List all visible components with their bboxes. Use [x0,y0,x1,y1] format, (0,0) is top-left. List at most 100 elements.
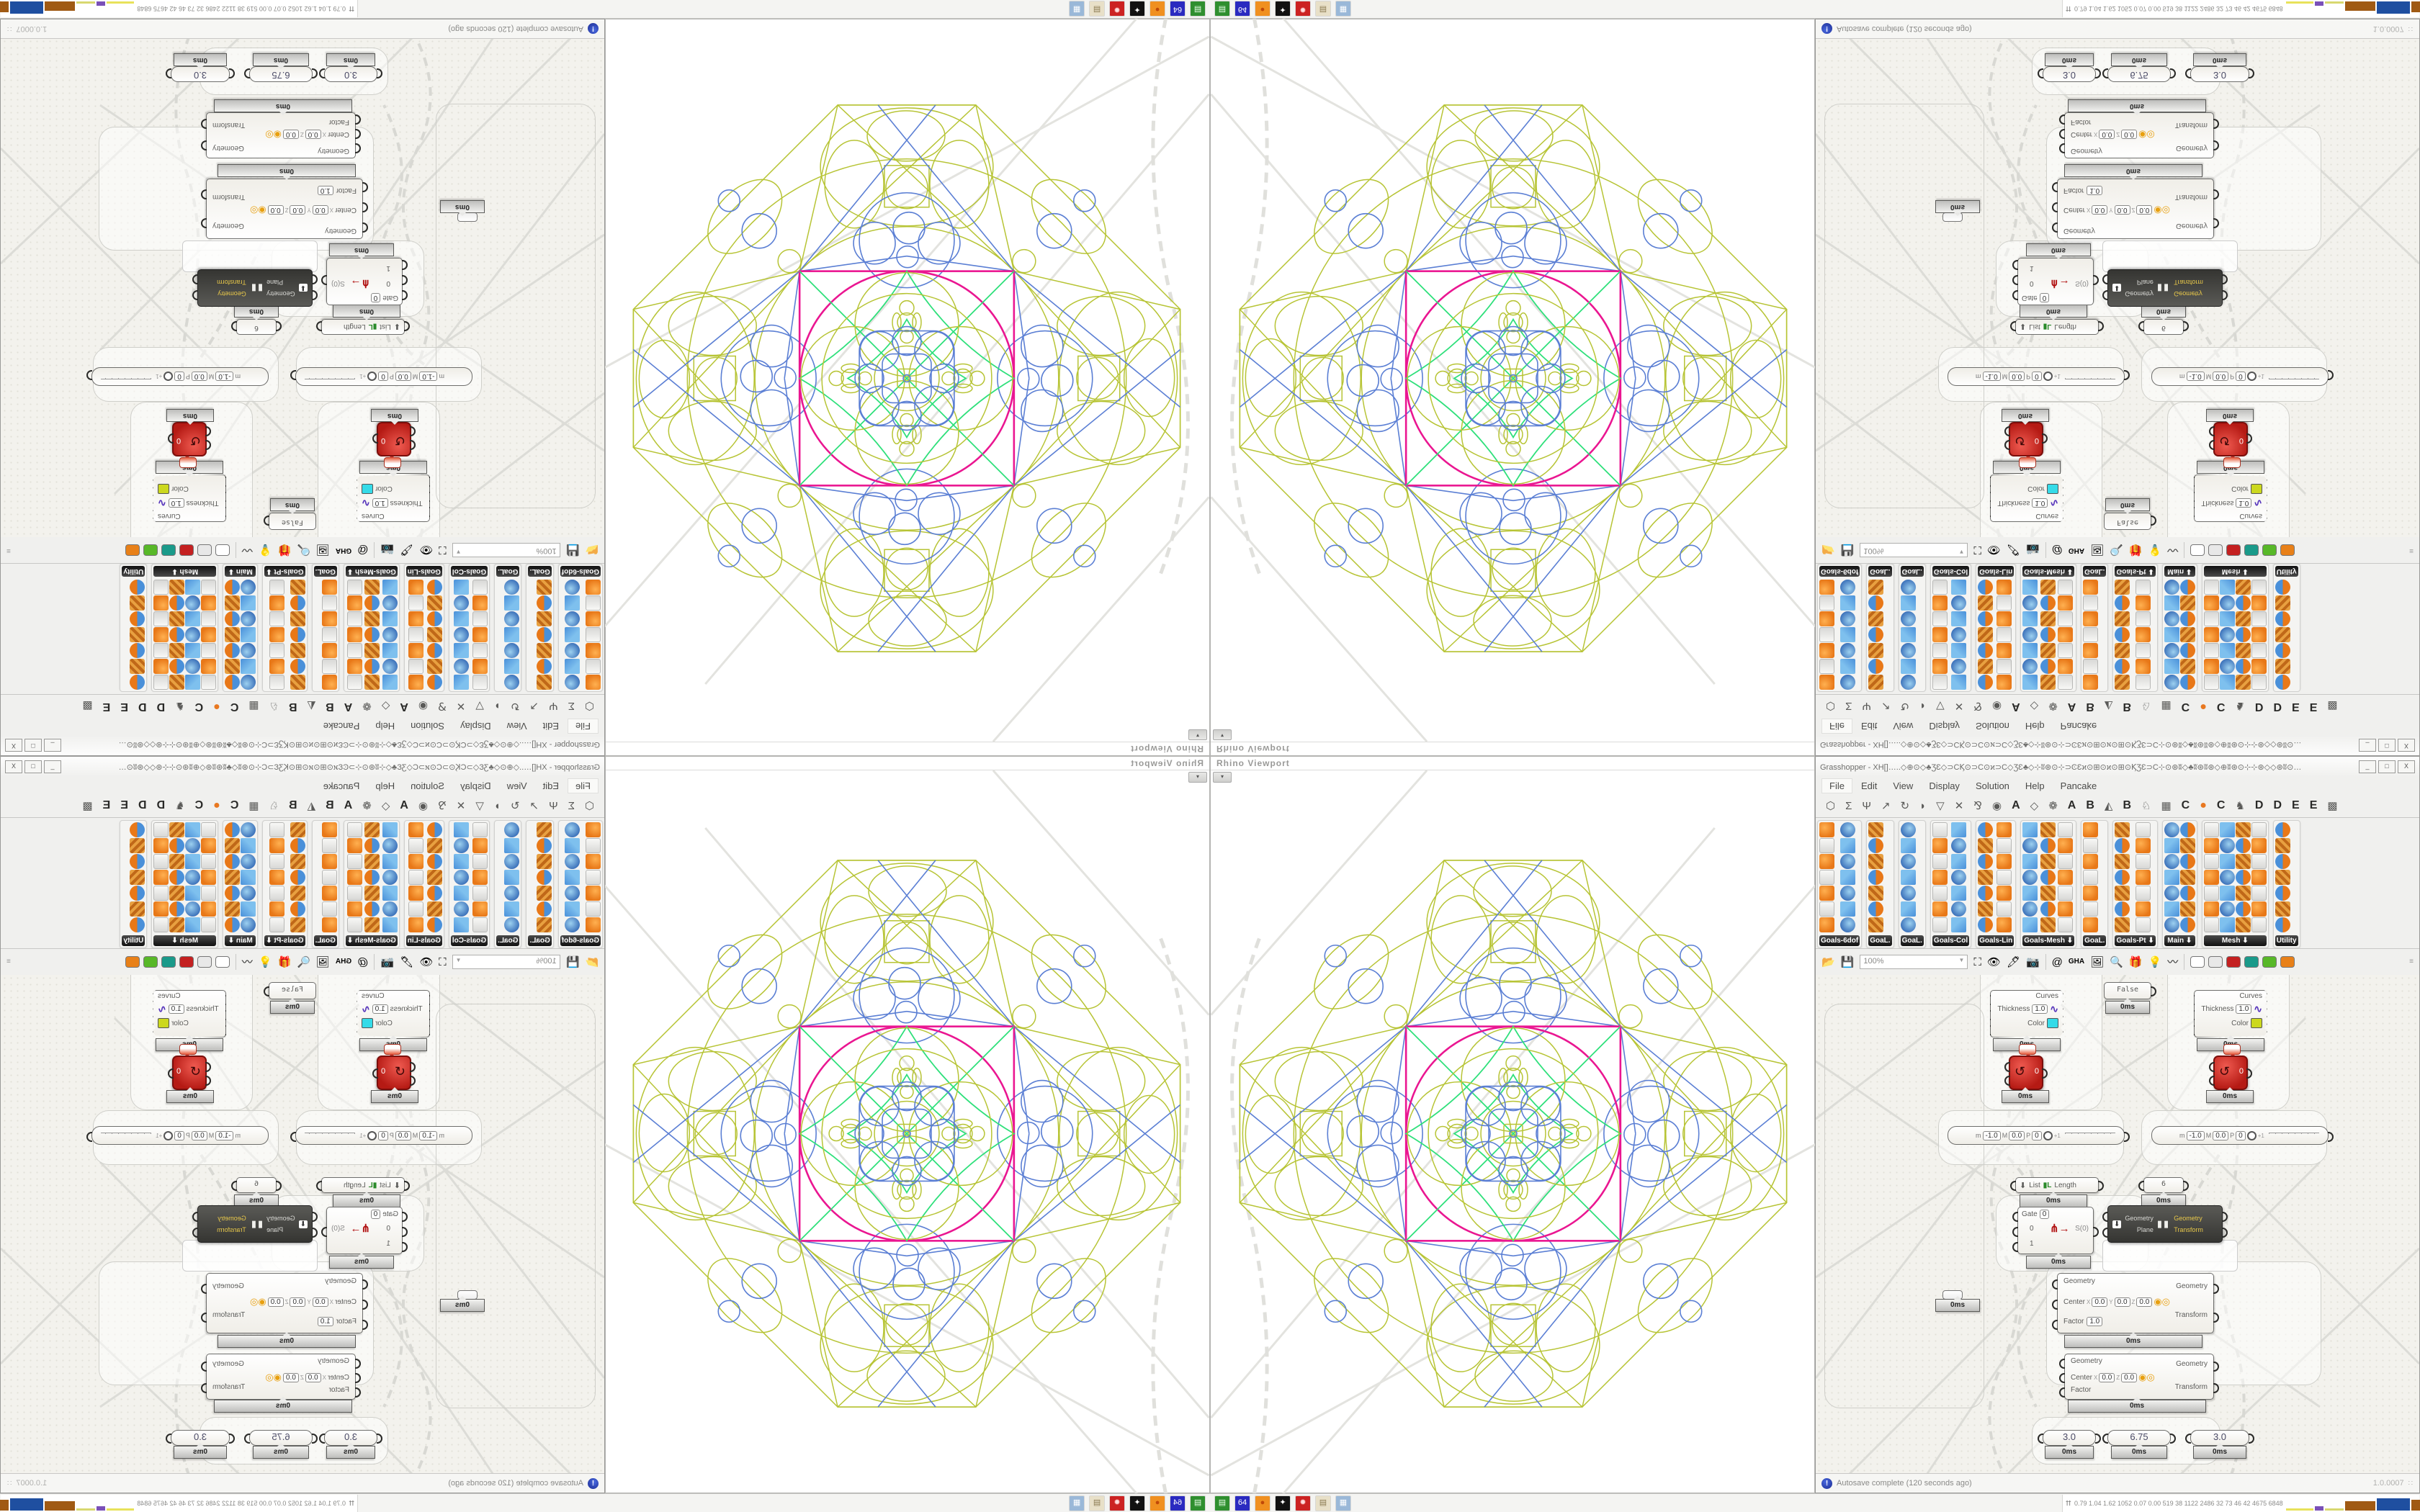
palette-icon[interactable] [504,675,520,690]
palette-icon[interactable] [565,917,581,932]
error-balloon[interactable] [179,1044,197,1055]
gh-tab[interactable]: ↻ [1900,700,1910,712]
output-grip[interactable] [319,1434,325,1444]
drive-app-icon[interactable]: ▤ [1190,1,1206,17]
error-balloon[interactable] [2019,457,2036,468]
palette-category-label[interactable]: Goals-Lin [1978,566,2015,577]
palette-icon[interactable] [153,917,169,932]
palette-icon[interactable] [364,611,380,626]
output-grip[interactable] [2246,1068,2252,1079]
palette-category-label[interactable]: Goals-Lin [405,935,442,946]
palette-icon[interactable] [1978,595,1994,611]
menu-view[interactable]: View [506,721,527,732]
palette-category-label[interactable]: GoaL. [528,935,552,946]
palette-icon[interactable] [408,886,424,901]
palette-icon[interactable] [153,838,169,853]
component-counter-error[interactable]: ↺ 0 [372,422,416,456]
minimize-button[interactable]: _ [44,739,61,752]
palette-icon[interactable] [426,870,442,885]
palette-icon[interactable] [2203,870,2219,885]
palette-icon[interactable] [453,611,469,626]
slider-knob[interactable] [2043,372,2053,382]
palette-icon[interactable] [2203,580,2219,595]
gh-tab[interactable]: ▦ [2161,800,2172,812]
palette-icon[interactable] [241,901,256,917]
min-value[interactable]: -1.0 [2186,1130,2205,1140]
max-value[interactable]: 0.0 [395,1130,411,1140]
palette-icon[interactable] [169,917,185,932]
close-button[interactable]: X [5,739,22,752]
z-value[interactable]: 0.0 [2121,130,2138,140]
palette-icon[interactable] [347,822,363,837]
output-grip[interactable] [2124,1132,2130,1142]
palette-category-label[interactable]: Utility [122,566,145,577]
palette-icon[interactable] [472,822,488,837]
gh-tab[interactable]: A [400,799,408,811]
palette-icon[interactable] [1932,822,1948,837]
gh-group-outline[interactable] [436,1004,596,1408]
component-custom-preview[interactable]: Curves Thickness 1.0 ∿ Color [357,474,430,522]
output-grip[interactable] [166,68,171,78]
palette-icon[interactable] [201,611,217,626]
gh-group-outline[interactable] [1824,1004,1984,1408]
gh-tab[interactable]: ◇ [2030,700,2039,712]
slider-knob[interactable] [2043,1130,2053,1140]
output-grip[interactable] [316,1181,322,1191]
palette-icon[interactable] [536,643,552,658]
gh-tab[interactable]: ♘ [2141,700,2151,712]
palette-category-label[interactable]: Goals-Mesh ⬇ [2022,935,2075,946]
thickness-value[interactable]: 1.0 [372,498,388,508]
palette-icon[interactable] [2219,870,2235,885]
zoom-extents-icon[interactable]: ⛶ [439,955,447,968]
palette-icon[interactable] [472,901,488,917]
toggle-value[interactable]: False [281,986,304,994]
component-counter-error[interactable]: ↺ 0 [2004,422,2048,456]
gh-tab[interactable]: ◗ [493,799,501,812]
component-counter-error[interactable]: ↺ 0 [2209,1056,2252,1090]
component-panel[interactable]: 6 [231,1177,282,1193]
palette-icon[interactable] [453,580,469,595]
palette-icon[interactable] [586,886,601,901]
palette-icon[interactable] [453,675,469,690]
palette-icon[interactable] [2251,580,2267,595]
color-swatch[interactable] [158,484,169,494]
palette-icon[interactable] [2251,611,2267,626]
palette-icon[interactable] [565,838,581,853]
palette-icon[interactable] [2136,917,2151,932]
palette-icon[interactable] [504,611,520,626]
preview-mode-cylinder-icon[interactable] [2244,544,2259,556]
input-grip[interactable] [2059,114,2065,125]
lightbulb-icon[interactable]: 💡 [2148,955,2162,968]
slider-knob[interactable] [2246,1130,2257,1140]
firefox-icon[interactable]: ● [1255,1495,1270,1511]
palette-icon[interactable] [586,659,601,674]
palette-category-label[interactable]: Goals-Mesh ⬇ [345,935,398,946]
palette-icon[interactable] [201,822,217,837]
component-panel[interactable]: 6 [2138,319,2189,335]
preview-mode-cylinder-icon[interactable] [2226,956,2241,968]
palette-category-label[interactable]: Utility [122,935,145,946]
palette-icon[interactable] [1996,854,2012,869]
calculator-icon[interactable]: ▦ [1069,1495,1085,1511]
palette-icon[interactable] [1951,854,1967,869]
input-grip[interactable] [2012,1242,2018,1252]
palette-icon[interactable] [269,822,284,837]
palette-icon[interactable] [225,675,241,690]
component-mirror[interactable]: ⬇ Geometry Plane ▮▮ Geometry Transform [192,1205,318,1243]
palette-icon[interactable] [347,627,363,642]
input-grip[interactable] [2052,1279,2058,1290]
z-value[interactable]: 0.0 [282,130,299,140]
palette-icon[interactable] [1951,627,1967,642]
palette-icon[interactable] [2275,854,2290,869]
input-grip[interactable] [2059,143,2065,153]
palette-icon[interactable] [241,675,256,690]
at-plugin-icon[interactable]: @ [2051,955,2063,968]
palette-icon[interactable] [241,580,256,595]
menu-file[interactable]: File [568,719,599,734]
palette-icon[interactable] [1978,901,1994,917]
preview-mode-cylinder-icon[interactable] [2262,956,2277,968]
z-value[interactable]: 0.0 [2121,1372,2138,1382]
palette-icon[interactable] [2057,838,2073,853]
palette-icon[interactable] [2136,901,2151,917]
